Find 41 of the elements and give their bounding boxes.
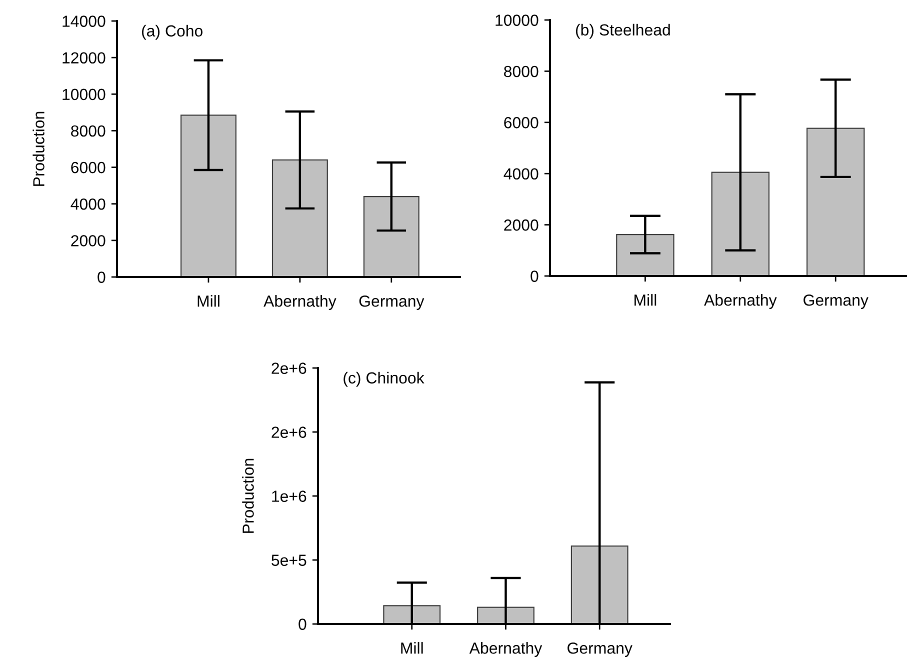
bar [363, 196, 420, 277]
x-tick-label: Germany [568, 642, 632, 657]
y-tick-label: 12000 [62, 52, 106, 64]
bar [711, 172, 770, 276]
y-tick-label: 5e+5 [272, 554, 306, 566]
chart-title: (a) Coho [142, 24, 202, 40]
y-tick-label: 0 [530, 270, 538, 282]
bar [570, 545, 628, 624]
y-tick-label: 2000 [504, 219, 538, 231]
y-tick-label: 2e+6 [272, 426, 306, 438]
chart-title: (b) Steelhead [576, 24, 670, 39]
y-tick-label: 10000 [62, 88, 106, 100]
y-tick-label: 4000 [504, 168, 538, 180]
y-axis-title: Production [242, 458, 254, 533]
x-tick-label: Abernathy [264, 295, 336, 310]
y-tick-label: 0 [298, 618, 306, 630]
x-tick-label: Abernathy [469, 642, 542, 657]
chart-title: (c) Chinook [344, 372, 424, 387]
x-tick-label: Abernathy [704, 294, 777, 309]
y-tick-label: 0 [98, 272, 106, 283]
y-tick-label: 8000 [504, 66, 538, 78]
x-tick-label: Germany [804, 294, 868, 309]
x-tick-label: Mill [198, 295, 220, 307]
y-tick-label: 10000 [496, 14, 538, 26]
bar [806, 128, 865, 276]
x-tick-label: Germany [359, 295, 424, 310]
bar [383, 605, 441, 624]
bar [616, 234, 674, 276]
y-tick-label: 6000 [71, 162, 106, 174]
x-tick-label: Mill [634, 294, 656, 306]
y-tick-label: 8000 [71, 125, 106, 137]
y-axis-title: Production [32, 112, 44, 186]
bar [272, 159, 328, 277]
y-tick-label: 2000 [71, 235, 106, 246]
y-tick-label: 4000 [70, 198, 106, 210]
y-tick-label: 14000 [62, 16, 106, 27]
y-tick-label: 1e+6 [272, 490, 306, 502]
y-tick-label: 6000 [504, 117, 538, 128]
bar [180, 114, 236, 277]
y-tick-label: 2e+6 [272, 362, 306, 374]
x-tick-label: Mill [401, 642, 423, 654]
